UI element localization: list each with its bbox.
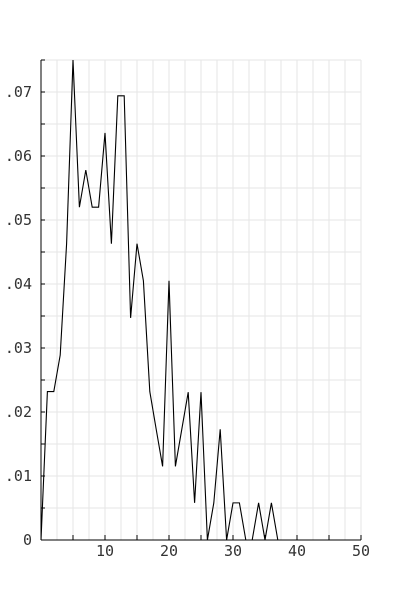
data-point: [111, 243, 112, 244]
y-tick-label: .03: [5, 339, 32, 357]
data-point: [328, 539, 329, 540]
data-point: [143, 280, 144, 281]
data-point: [136, 243, 137, 244]
data-point: [264, 539, 265, 540]
data-point: [220, 429, 221, 430]
data-point: [360, 539, 361, 540]
x-tick-label: 40: [288, 542, 306, 560]
y-tick-label: .06: [5, 147, 32, 165]
data-point: [188, 392, 189, 393]
data-point: [207, 539, 208, 540]
data-point: [47, 391, 48, 392]
data-point: [277, 539, 278, 540]
data-point: [335, 539, 336, 540]
data-point: [348, 539, 349, 540]
data-point: [200, 392, 201, 393]
data-point: [53, 391, 54, 392]
data-point: [341, 539, 342, 540]
data-point: [194, 502, 195, 503]
data-point: [226, 539, 227, 540]
data-point: [72, 59, 73, 60]
y-tick-label: .05: [5, 211, 32, 229]
data-point: [168, 280, 169, 281]
data-point: [290, 539, 291, 540]
data-point: [296, 539, 297, 540]
data-point: [245, 539, 246, 540]
data-point: [104, 132, 105, 133]
y-tick-label: .01: [5, 467, 32, 485]
data-point: [98, 207, 99, 208]
data-point: [354, 539, 355, 540]
data-point: [175, 466, 176, 467]
data-point: [162, 466, 163, 467]
y-tick-label: .02: [5, 403, 32, 421]
data-point: [316, 539, 317, 540]
data-point: [303, 539, 304, 540]
data-point: [232, 502, 233, 503]
data-point: [309, 539, 310, 540]
data-point: [66, 243, 67, 244]
data-point: [149, 391, 150, 392]
series-line: [40, 59, 361, 541]
data-point: [124, 95, 125, 96]
data-point: [130, 317, 131, 318]
x-tick-label: 10: [96, 542, 114, 560]
data-point: [117, 95, 118, 96]
data-point: [322, 539, 323, 540]
data-point: [213, 502, 214, 503]
x-tick-label: 20: [160, 542, 178, 560]
y-tick-label: .04: [5, 275, 32, 293]
data-point: [79, 207, 80, 208]
data-point: [239, 502, 240, 503]
data-point: [284, 539, 285, 540]
data-point: [60, 354, 61, 355]
y-tick-label: 0: [23, 531, 32, 549]
data-point: [271, 502, 272, 503]
data-point: [156, 429, 157, 430]
x-tick-label: 30: [224, 542, 242, 560]
data-point: [181, 429, 182, 430]
x-tick-label: 50: [352, 542, 370, 560]
data-point: [258, 502, 259, 503]
data-point: [40, 539, 41, 540]
data-point: [92, 207, 93, 208]
data-point: [252, 539, 253, 540]
y-tick-label: .07: [5, 83, 32, 101]
data-point: [85, 169, 86, 170]
